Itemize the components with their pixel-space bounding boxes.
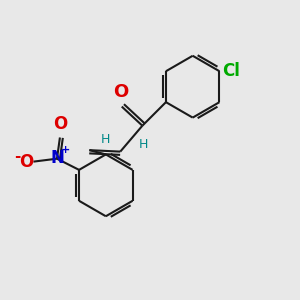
Text: H: H [138,138,148,151]
Text: +: + [61,146,70,155]
Text: H: H [100,133,110,146]
Text: O: O [19,153,33,171]
Text: O: O [53,115,67,133]
Text: N: N [51,149,64,167]
Text: -: - [14,149,20,164]
Text: O: O [113,83,128,101]
Text: Cl: Cl [222,61,240,80]
